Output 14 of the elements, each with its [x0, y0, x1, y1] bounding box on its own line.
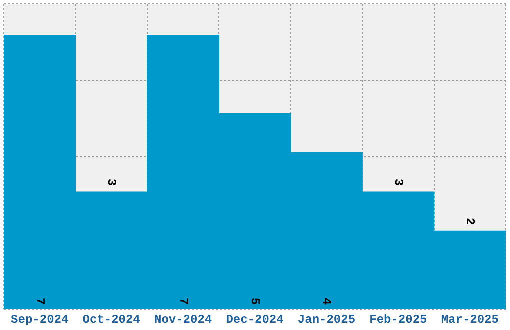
x-tick-label: Feb-2025: [370, 312, 428, 327]
data-label: 3: [391, 178, 406, 186]
data-label: 2: [463, 218, 478, 226]
x-tick-label: Mar-2025: [441, 312, 499, 327]
data-label: 7: [176, 298, 190, 306]
x-tick-label: Sep-2024: [11, 312, 69, 327]
data-label: 3: [104, 178, 119, 186]
x-tick-label: Dec-2024: [226, 312, 284, 327]
data-label: 7: [32, 298, 47, 306]
x-tick-label: Oct-2024: [82, 312, 140, 327]
x-tick-label: Nov-2024: [154, 312, 212, 327]
x-tick-label: Jan-2025: [298, 312, 356, 327]
data-label: 4: [320, 298, 334, 306]
data-label: 5: [248, 298, 262, 306]
